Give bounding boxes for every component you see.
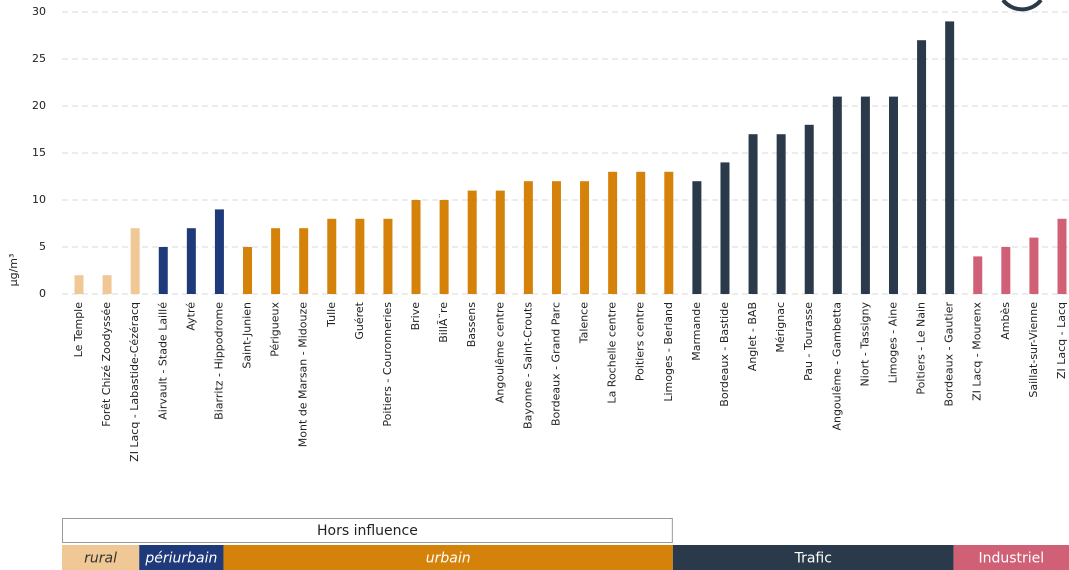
group-band [953,545,1069,570]
bar [551,181,561,294]
bar [214,209,224,294]
x-tick-label: Limoges - Aine [886,302,899,384]
bar [130,228,140,294]
x-tick-label: Le Temple [72,302,85,358]
group-box [62,518,673,543]
x-tick-label: ZI Lacq - Mourenx [971,302,984,401]
x-tick-label: Bordeaux - Gautier [943,302,956,407]
x-tick-label: Mérignac [774,302,787,353]
bar [580,181,590,294]
x-tick-label: Poitiers - Couronneries [381,302,394,427]
y-tick-label: 0 [39,287,46,300]
bar [608,171,618,294]
group-box-label: Hors influence [317,523,418,539]
bar [439,200,449,294]
x-tick-label: ZI Lacq - Lacq [1055,302,1068,379]
x-tick-label: Anglet - BAB [746,302,759,371]
y-tick-label: 5 [39,240,46,253]
y-tick-label: 20 [32,99,46,112]
x-tick-label: Biarritz - Hippodrome [212,302,225,420]
group-band [672,545,954,570]
bar [102,275,112,294]
x-tick-label: Poitiers - Le Nain [915,302,928,395]
x-tick-label: Bassens [465,302,478,347]
x-tick-label: BillÃ¨re [437,302,450,343]
bar [1057,218,1067,294]
bar [776,134,786,294]
x-tick-label: Angoulême - Gambetta [830,302,843,431]
bar [1001,247,1011,294]
bar [186,228,196,294]
bar [973,256,983,294]
bar [523,181,533,294]
bar [1029,237,1039,294]
group-band [62,545,140,570]
x-tick-label: Périgueux [269,302,282,357]
x-tick-label: Forêt Chizé Zoodyssée [100,302,113,427]
bar [411,200,421,294]
x-tick-label: Bordeaux - Bastide [718,302,731,407]
bar [74,275,84,294]
y-tick-label: 15 [32,146,46,159]
x-tick-label: Mont de Marsan - Midouze [297,302,310,447]
bar [888,96,898,294]
x-tick-label: La Rochelle centre [606,302,619,404]
x-tick-label: Talence [578,302,591,344]
y-tick-label: 10 [32,193,46,206]
bar [158,247,168,294]
y-tick-label: 30 [32,5,46,18]
x-tick-label: Niort - Tassigny [858,302,871,387]
x-tick-label: Tulle [325,302,338,328]
x-tick-label: Ambès [999,302,1012,340]
x-tick-label: Saint-Junien [241,302,254,369]
bar [355,218,365,294]
y-tick-label: 25 [32,52,46,65]
x-tick-label: Bordeaux - Grand Parc [549,302,562,426]
group-label: périurbain [144,551,217,567]
bar [271,228,281,294]
group-label: rural [84,551,117,567]
bar [692,181,702,294]
x-tick-label: Brive [409,302,422,331]
x-tick-label: Saillat-sur-Vienne [1027,302,1040,398]
bar [748,134,758,294]
x-tick-label: Guéret [353,301,366,339]
group-label: urbain [426,551,471,567]
bar [467,190,477,294]
group-band [223,545,673,570]
bar [327,218,337,294]
group-label: Industriel [978,551,1044,567]
x-tick-label: Limoges - Berland [662,302,675,402]
bar [832,96,842,294]
bar [243,247,253,294]
bar [860,96,870,294]
x-tick-label: Angoulême centre [493,302,506,403]
x-tick-label: ZI Lacq - Labastide-Cézéracq [128,302,141,462]
bar [299,228,309,294]
bar [945,21,955,295]
x-tick-label: Poitiers centre [634,302,647,381]
bar [804,124,814,294]
bar [917,40,927,295]
bar [720,162,730,294]
y-axis-label: µg/m³ [7,254,20,287]
x-tick-label: Pau - Tourasse [802,302,815,381]
x-tick-label: Airvault - Stade Laillé [156,302,169,420]
x-tick-label: Marmande [690,302,703,361]
x-tick-label: Aytré [184,302,197,331]
x-tick-label: Bayonne - Saint-Crouts [521,302,534,429]
decoration [1001,0,1043,12]
bar [495,190,505,294]
group-label: Trafic [794,551,832,567]
bar [664,171,674,294]
bar [636,171,646,294]
bar [383,218,393,294]
group-band [139,545,224,570]
